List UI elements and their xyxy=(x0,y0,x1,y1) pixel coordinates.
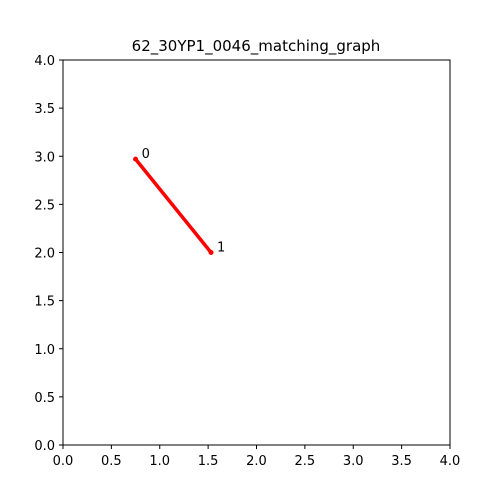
x-tick-label: 0.5 xyxy=(101,454,122,469)
chart-title: 62_30YP1_0046_matching_graph xyxy=(132,37,381,56)
y-tick-label: 0.5 xyxy=(34,391,55,406)
graph-node xyxy=(133,156,139,162)
y-tick-label: 4.0 xyxy=(34,54,55,69)
y-tick-label: 2.5 xyxy=(34,198,55,213)
graph-edges xyxy=(133,157,213,255)
y-tick-label: 1.5 xyxy=(34,295,55,310)
x-tick-label: 1.0 xyxy=(149,454,170,469)
x-tick-label: 4.0 xyxy=(440,454,461,469)
x-tick-label: 2.5 xyxy=(295,454,316,469)
y-axis: 0.0 0.5 1.0 1.5 2.0 2.5 3.0 3.5 4.0 xyxy=(34,54,63,454)
x-axis: 0.0 0.5 1.0 1.5 2.0 2.5 3.0 3.5 4.0 xyxy=(53,445,461,469)
x-tick-label: 2.0 xyxy=(246,454,267,469)
node-label: 1 xyxy=(217,241,225,256)
y-tick-label: 2.0 xyxy=(34,247,55,262)
graph-nodes: 01 xyxy=(133,147,225,256)
x-tick-label: 0.0 xyxy=(53,454,74,469)
x-tick-label: 3.5 xyxy=(391,454,412,469)
y-tick-label: 3.0 xyxy=(34,150,55,165)
y-tick-label: 0.0 xyxy=(34,439,55,454)
node-label: 0 xyxy=(142,147,150,162)
plot-area xyxy=(62,59,451,446)
graph-edge xyxy=(133,157,213,255)
graph-node xyxy=(208,250,214,255)
y-tick-label: 1.0 xyxy=(34,343,55,358)
x-tick-label: 3.0 xyxy=(343,454,364,469)
x-tick-label: 1.5 xyxy=(198,454,219,469)
y-tick-label: 3.5 xyxy=(34,102,55,117)
